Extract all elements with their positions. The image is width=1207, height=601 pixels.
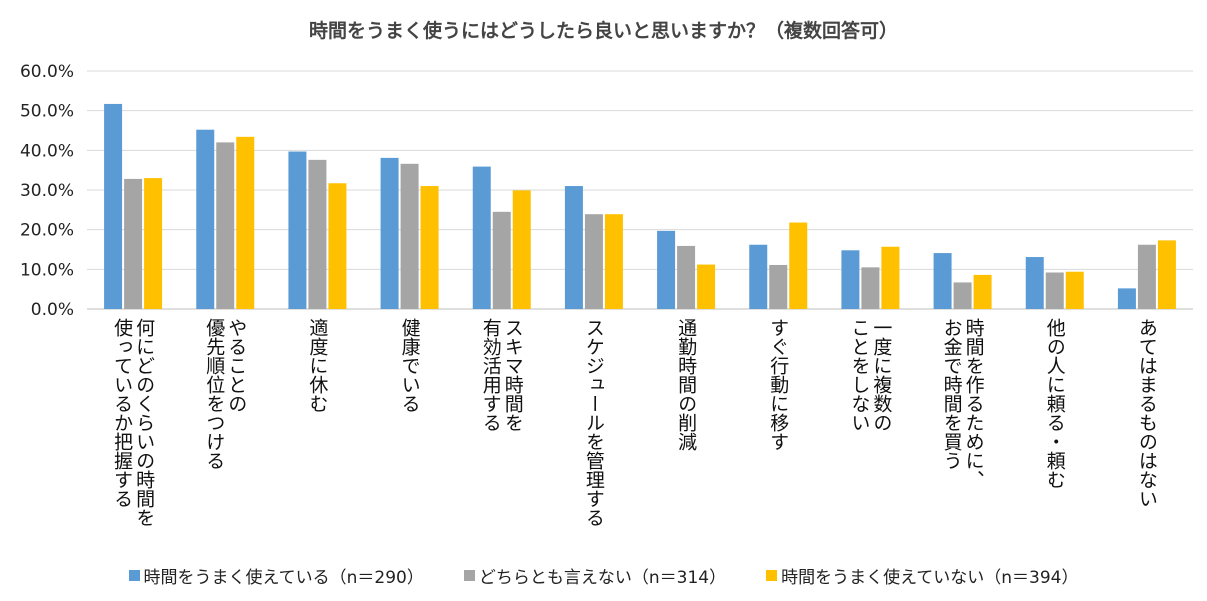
- bar-series-1-cat-5: [472, 166, 491, 309]
- bar-series-1-cat-8: [749, 244, 768, 309]
- bar-series-1-cat-2: [196, 129, 215, 309]
- bar-series-1-cat-1: [104, 103, 123, 309]
- legend-label-series-3: 時間をうまく使えていない（n＝394）: [781, 568, 1079, 588]
- legend-swatch-series-2: [463, 570, 475, 581]
- bar-series-3-cat-8: [789, 222, 808, 309]
- bar-series-2-cat-11: [1045, 272, 1064, 309]
- y-tick-label: 20.0%: [20, 221, 74, 241]
- bar-series-3-cat-2: [236, 136, 255, 309]
- bar-series-2-cat-2: [216, 142, 235, 309]
- legend-label-series-2: どちらとも言えない（n＝314）: [478, 568, 727, 588]
- bar-series-1-cat-6: [564, 186, 583, 309]
- y-tick-label: 30.0%: [20, 181, 74, 201]
- category-label: やることの 優先順位をつける: [203, 318, 248, 470]
- bar-series-3-cat-7: [697, 264, 716, 309]
- legend-item-series-3: 時間をうまく使えていない（n＝394）: [766, 563, 1078, 588]
- bar-series-1-cat-12: [1117, 288, 1136, 309]
- bar-series-3-cat-3: [328, 183, 347, 309]
- bar-series-3-cat-1: [144, 178, 163, 309]
- bar-series-2-cat-4: [400, 163, 419, 309]
- category-label: 他の人に頼る・頼む: [1043, 318, 1066, 489]
- category-label: 健康でいる: [398, 318, 421, 413]
- bar-series-1-cat-3: [288, 151, 307, 309]
- legend-item-series-1: 時間をうまく使えている（n＝290）: [128, 563, 424, 588]
- y-tick-label: 40.0%: [20, 141, 74, 161]
- bar-series-1-cat-11: [1025, 257, 1044, 309]
- category-label: あてはまるものはない: [1135, 318, 1158, 508]
- bar-series-3-cat-4: [420, 186, 439, 309]
- bar-series-2-cat-10: [953, 282, 972, 309]
- chart-title: 時間をうまく使うにはどうしたら良いと思いますか？（複数回答可）: [308, 20, 898, 42]
- legend-label-series-1: 時間をうまく使えている（n＝290）: [143, 568, 424, 588]
- bar-series-3-cat-9: [881, 246, 900, 309]
- legend-item-series-2: どちらとも言えない（n＝314）: [463, 563, 727, 588]
- legend: 時間をうまく使えている（n＝290） どちらとも言えない（n＝314） 時間をう…: [0, 563, 1207, 588]
- bar-series-1-cat-10: [933, 253, 952, 309]
- y-tick-label: 10.0%: [20, 260, 74, 280]
- category-label: すぐ行動に移す: [767, 318, 790, 451]
- legend-swatch-series-1: [128, 570, 140, 581]
- y-tick-label: 0.0%: [31, 300, 74, 320]
- bar-series-2-cat-5: [492, 211, 511, 309]
- bar-series-3-cat-12: [1157, 240, 1176, 309]
- legend-swatch-series-3: [766, 570, 778, 581]
- category-label: 適度に休む: [306, 318, 329, 413]
- bar-series-3-cat-11: [1065, 271, 1084, 309]
- category-label: 通勤時間の削減: [675, 318, 698, 451]
- bar-series-2-cat-12: [1137, 244, 1156, 309]
- bar-series-3-cat-5: [512, 190, 531, 309]
- category-label: 一度に複数の ことをしない: [848, 318, 893, 432]
- bar-series-3-cat-6: [604, 214, 623, 309]
- y-tick-label: 50.0%: [20, 102, 74, 122]
- category-label: 何にどのくらいの時間を 使っているか把握する: [111, 318, 156, 527]
- bar-series-1-cat-7: [657, 230, 676, 309]
- bar-series-2-cat-9: [861, 267, 880, 309]
- bar-series-1-cat-4: [380, 157, 399, 309]
- bar-series-2-cat-6: [584, 214, 603, 309]
- bar-series-2-cat-3: [308, 159, 327, 309]
- category-label: 時間を作るために、 お金で時間を買う: [940, 318, 985, 489]
- bar-series-1-cat-9: [841, 250, 860, 309]
- category-label: スキマ時間を 有効活用する: [479, 318, 524, 432]
- y-tick-label: 60.0%: [20, 62, 74, 82]
- bar-series-2-cat-7: [677, 245, 696, 309]
- bar-series-2-cat-8: [769, 264, 788, 309]
- category-label: スケジュールを管理する: [582, 318, 605, 527]
- bar-series-3-cat-10: [973, 274, 992, 309]
- bar-series-2-cat-1: [124, 178, 143, 309]
